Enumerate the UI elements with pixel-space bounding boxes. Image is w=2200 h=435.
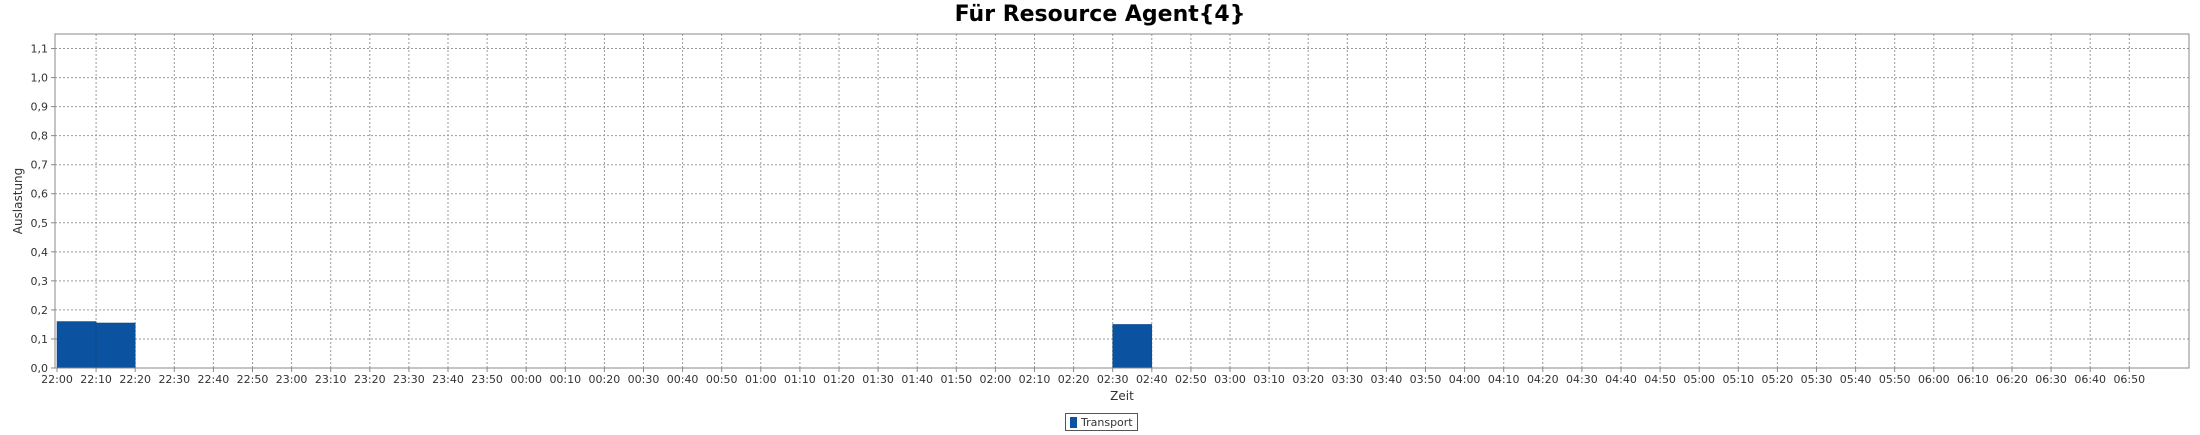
x-tick-label: 03:20	[1292, 373, 1324, 386]
x-tick-label: 04:40	[1605, 373, 1637, 386]
x-tick-label: 06:10	[1957, 373, 1989, 386]
x-tick-label: 04:20	[1527, 373, 1559, 386]
x-tick-label: 02:50	[1175, 373, 1207, 386]
y-tick-label: 0,2	[31, 304, 49, 317]
y-tick-label: 0,5	[31, 217, 49, 230]
x-tick-label: 00:40	[667, 373, 699, 386]
x-tick-label: 01:30	[862, 373, 894, 386]
x-tick-label: 06:50	[2113, 373, 2145, 386]
y-tick-label: 0,1	[31, 333, 49, 346]
x-tick-label: 06:20	[1996, 373, 2028, 386]
x-tick-label: 22:20	[119, 373, 151, 386]
y-tick-label: 1,0	[31, 72, 49, 85]
x-tick-label: 02:00	[980, 373, 1012, 386]
x-tick-label: 04:10	[1488, 373, 1520, 386]
x-tick-label: 01:00	[745, 373, 777, 386]
x-tick-label: 04:00	[1449, 373, 1481, 386]
x-tick-label: 00:00	[510, 373, 542, 386]
x-tick-label: 23:50	[471, 373, 503, 386]
x-tick-label: 03:30	[1331, 373, 1363, 386]
x-axis-ticks: 22:00 22:10 22:20 22:30 22:40 22:50 23:00 23:10…	[41, 368, 2145, 386]
x-tick-label: 22:30	[158, 373, 190, 386]
x-tick-label: 06:00	[1918, 373, 1950, 386]
y-tick-label: 0,9	[31, 101, 49, 114]
y-tick-label: 0,7	[31, 159, 49, 172]
x-tick-label: 06:30	[2035, 373, 2067, 386]
x-tick-label: 03:50	[1410, 373, 1442, 386]
x-tick-label: 00:30	[628, 373, 660, 386]
x-tick-label: 22:00	[41, 373, 73, 386]
x-tick-label: 05:40	[1840, 373, 1872, 386]
legend-swatch-transport	[1070, 416, 1077, 428]
x-tick-label: 22:40	[198, 373, 230, 386]
bars	[56, 321, 1153, 369]
x-tick-label: 02:30	[1097, 373, 1129, 386]
x-tick-label: 03:40	[1371, 373, 1403, 386]
x-tick-label: 23:30	[393, 373, 425, 386]
x-tick-label: 04:50	[1644, 373, 1676, 386]
x-tick-label: 01:50	[940, 373, 972, 386]
x-tick-label: 00:50	[706, 373, 738, 386]
x-tick-label: 00:10	[549, 373, 581, 386]
chart-title: Für Resource Agent{4}	[954, 2, 1246, 27]
x-tick-label: 22:50	[237, 373, 269, 386]
bar-transport-02:30	[1112, 324, 1153, 369]
plot-background	[55, 34, 2189, 368]
x-tick-label: 23:40	[432, 373, 464, 386]
legend: Transport	[1065, 413, 1138, 431]
x-tick-label: 06:40	[2074, 373, 2106, 386]
x-tick-label: 23:00	[276, 373, 308, 386]
x-tick-label: 03:10	[1253, 373, 1285, 386]
y-tick-label: 1,1	[31, 43, 49, 56]
bar-transport-22:00	[56, 321, 97, 369]
x-tick-label: 04:30	[1566, 373, 1598, 386]
legend-label-transport: Transport	[1081, 415, 1133, 429]
plot-border	[54, 33, 2190, 369]
x-tick-label: 05:30	[1801, 373, 1833, 386]
x-axis-label: Zeit	[1110, 389, 1134, 403]
x-tick-label: 02:40	[1136, 373, 1168, 386]
x-tick-label: 01:10	[784, 373, 816, 386]
x-tick-label: 22:10	[80, 373, 112, 386]
y-tick-label: 0,0	[31, 362, 49, 375]
x-tick-label: 02:10	[1019, 373, 1051, 386]
y-tick-label: 0,8	[31, 130, 49, 143]
x-tick-label: 01:20	[823, 373, 855, 386]
bar-transport-22:10	[95, 322, 136, 369]
x-tick-label: 23:20	[354, 373, 386, 386]
y-axis-label: Auslastung	[11, 168, 25, 235]
x-tick-label: 05:20	[1762, 373, 1794, 386]
y-tick-label: 0,6	[31, 188, 49, 201]
x-tick-label: 00:20	[589, 373, 621, 386]
x-tick-label: 03:00	[1214, 373, 1246, 386]
y-tick-label: 0,4	[31, 246, 49, 259]
x-tick-label: 05:10	[1722, 373, 1754, 386]
y-tick-label: 0,3	[31, 275, 49, 288]
x-tick-label: 05:00	[1683, 373, 1715, 386]
x-tick-label: 01:40	[901, 373, 933, 386]
y-axis-ticks: 0,0 0,1 0,2 0,3 0,4 0,5 0,6 0,7 0,8 0,9 1,0 1,1	[31, 43, 55, 375]
x-tick-label: 05:50	[1879, 373, 1911, 386]
x-tick-label: 23:10	[315, 373, 347, 386]
x-tick-label: 02:20	[1058, 373, 1090, 386]
